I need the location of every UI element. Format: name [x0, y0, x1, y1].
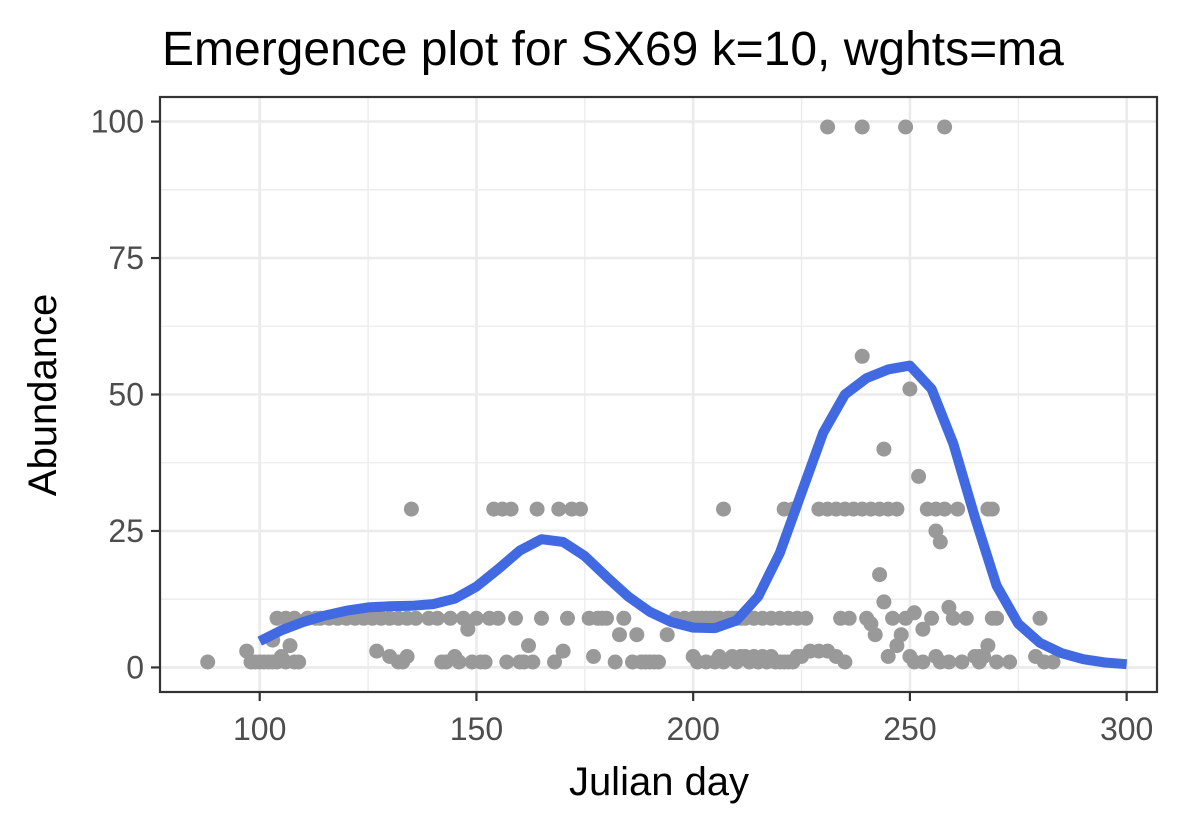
data-point: [932, 534, 948, 550]
data-point: [460, 621, 476, 637]
data-point: [945, 610, 961, 626]
data-point: [529, 501, 545, 517]
data-point: [291, 654, 307, 670]
smooth-trend-line: [257, 360, 1128, 670]
y-tick-label: 0: [126, 649, 144, 685]
x-axis: 100 150 200 250 300: [233, 692, 1153, 747]
data-point: [534, 610, 549, 626]
data-point: [468, 610, 484, 626]
data-point: [651, 654, 666, 670]
plot-panel: [158, 95, 1159, 694]
data-point: [716, 501, 731, 517]
data-points: [200, 119, 1061, 670]
data-point: [958, 610, 974, 626]
data-point: [521, 638, 536, 654]
data-point: [980, 638, 996, 654]
data-point: [954, 654, 970, 670]
data-point: [629, 627, 645, 643]
data-point: [477, 654, 493, 670]
data-point: [841, 610, 857, 626]
data-point: [399, 649, 415, 664]
data-point: [867, 627, 883, 643]
data-point: [924, 610, 940, 626]
data-point: [880, 649, 896, 664]
data-point: [586, 649, 601, 664]
data-point: [971, 654, 987, 670]
data-point: [659, 627, 675, 643]
data-point: [937, 501, 953, 517]
data-point: [798, 610, 814, 626]
y-tick-label: 100: [91, 104, 144, 140]
data-point: [837, 654, 853, 670]
chart-title: Emergence plot for SX69 k=10, wghts=ma: [162, 23, 1064, 76]
data-point: [547, 654, 562, 670]
x-tick-label: 300: [1100, 711, 1153, 747]
data-point: [906, 605, 922, 621]
y-tick-label: 50: [108, 377, 144, 413]
data-point: [893, 627, 909, 643]
data-point: [408, 610, 424, 626]
data-point: [451, 654, 467, 670]
data-point: [1002, 654, 1018, 670]
data-point: [928, 649, 944, 664]
data-point: [854, 119, 870, 135]
data-point: [820, 119, 836, 135]
data-point: [503, 501, 519, 517]
data-point: [599, 610, 614, 626]
x-tick-label: 150: [450, 711, 503, 747]
data-point: [403, 501, 419, 517]
y-axis-title: Abundance: [21, 294, 65, 496]
data-point: [429, 610, 445, 626]
y-tick-label: 25: [108, 513, 144, 549]
data-point: [915, 621, 931, 637]
data-point: [898, 119, 914, 135]
data-point: [551, 501, 567, 517]
data-point: [911, 468, 927, 484]
data-point: [889, 501, 905, 517]
data-point: [1032, 610, 1048, 626]
data-point: [560, 610, 575, 626]
x-tick-label: 200: [666, 711, 719, 747]
data-point: [854, 348, 870, 364]
data-point: [442, 610, 458, 626]
trend-curve-layer: [257, 360, 1128, 670]
data-point: [490, 610, 506, 626]
data-point: [573, 501, 588, 517]
data-point: [555, 643, 571, 659]
data-point: [950, 501, 966, 517]
x-axis-title: Julian day: [569, 760, 749, 804]
data-point: [369, 643, 385, 659]
data-point: [989, 654, 1005, 670]
data-point: [282, 638, 298, 654]
data-point: [902, 381, 918, 397]
y-axis: 0 25 50 75 100: [91, 104, 160, 685]
data-point: [872, 567, 888, 583]
data-point: [876, 441, 892, 457]
data-point: [915, 654, 931, 670]
data-point: [885, 610, 901, 626]
data-point: [941, 654, 957, 670]
data-point: [525, 654, 541, 670]
data-point: [607, 654, 623, 670]
x-tick-label: 100: [233, 711, 286, 747]
data-point: [616, 610, 632, 626]
data-point: [508, 610, 523, 626]
data-point: [989, 610, 1005, 626]
data-point: [612, 627, 627, 643]
data-point: [1045, 654, 1061, 670]
x-tick-label: 250: [883, 711, 936, 747]
data-point: [937, 119, 953, 135]
data-point: [200, 654, 216, 670]
data-point: [499, 654, 515, 670]
data-point: [876, 594, 892, 610]
data-point: [984, 501, 1000, 517]
y-tick-label: 75: [108, 240, 144, 276]
